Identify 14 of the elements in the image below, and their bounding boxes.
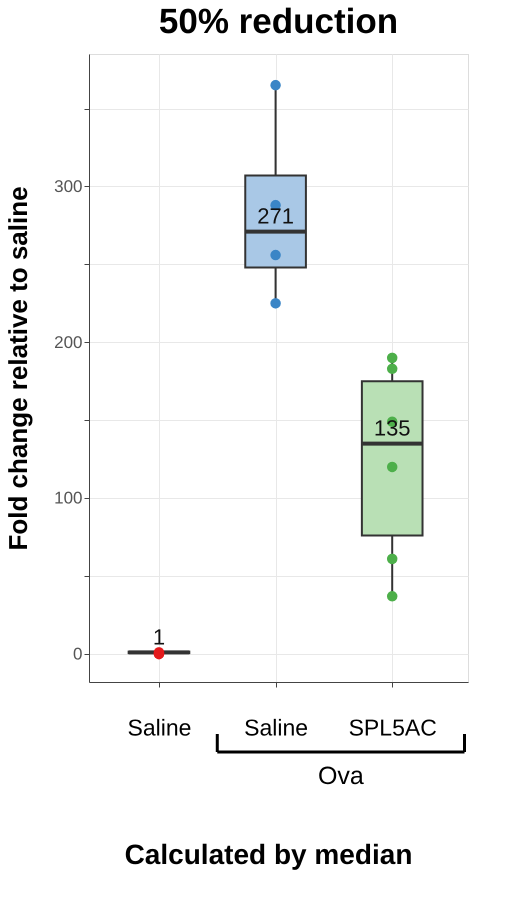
x-tick-label: SPL5AC [348, 714, 437, 740]
text: Calculated by median [124, 839, 412, 870]
chart-title: 50% reduction [158, 2, 398, 41]
text: 1 [152, 624, 166, 650]
y-tick-label: 300 [54, 176, 82, 196]
y-axis-title: Fold change relative to saline [3, 186, 34, 551]
text: 135 [374, 416, 411, 441]
y-tick-label: 200 [54, 332, 82, 352]
text: 271 [257, 204, 294, 229]
x-tick-label: Saline [128, 714, 192, 740]
x-tick-label: Saline [244, 714, 308, 740]
text: Ova [318, 762, 364, 790]
y-tick-label: 100 [54, 488, 82, 508]
y-tick-label: 0 [73, 644, 82, 664]
